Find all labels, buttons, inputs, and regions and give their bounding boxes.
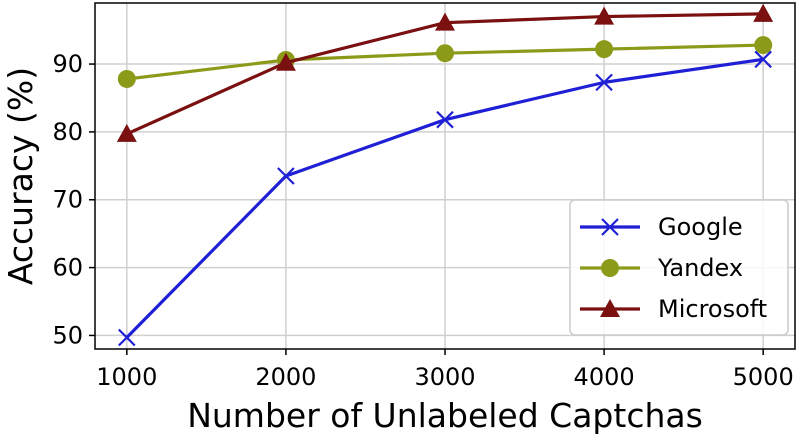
yandex-point [595,40,614,59]
y-tick-label: 90 [52,50,83,78]
yandex-point [117,69,136,88]
y-axis-label: Accuracy (%) [1,67,40,285]
yandex-point [754,36,773,55]
series-microsoft [116,3,774,142]
legend-box [569,199,789,336]
x-tick-label: 1000 [96,363,157,391]
y-tick-label: 50 [52,321,83,349]
microsoft-point [275,52,296,71]
legend-marker-microsoft [600,299,620,317]
microsoft-point [435,12,455,31]
microsoft-point [753,3,774,22]
y-tick-label: 70 [52,186,83,214]
series-google [118,50,772,347]
legend-label-yandex: Yandex [657,254,743,282]
x-tick-label: 4000 [574,363,635,391]
series-layer [116,3,774,347]
tick-labels: 1000 2000 3000 4000 5000 50 60 70 80 90 [52,50,793,391]
legend-marker-google [601,218,619,236]
x-tick-label: 5000 [733,363,794,391]
series-yandex [117,36,773,88]
google-point [277,167,295,185]
legend: Google Yandex Microsoft [569,199,789,336]
x-tick-label: 3000 [414,363,475,391]
microsoft-point [594,6,615,25]
legend-label-google: Google [658,213,743,241]
x-axis-label: Number of Unlabeled Captchas [187,396,703,435]
y-tick-label: 60 [52,254,83,282]
x-tick-label: 2000 [255,363,316,391]
google-point [754,50,772,69]
yandex-point [436,44,454,63]
google-point [436,110,454,129]
microsoft-point [116,123,137,142]
legend-marker-yandex [601,259,619,277]
legend-label-microsoft: Microsoft [658,295,767,323]
y-tick-label: 80 [52,118,83,146]
google-point [595,73,613,92]
google-point [118,328,136,347]
